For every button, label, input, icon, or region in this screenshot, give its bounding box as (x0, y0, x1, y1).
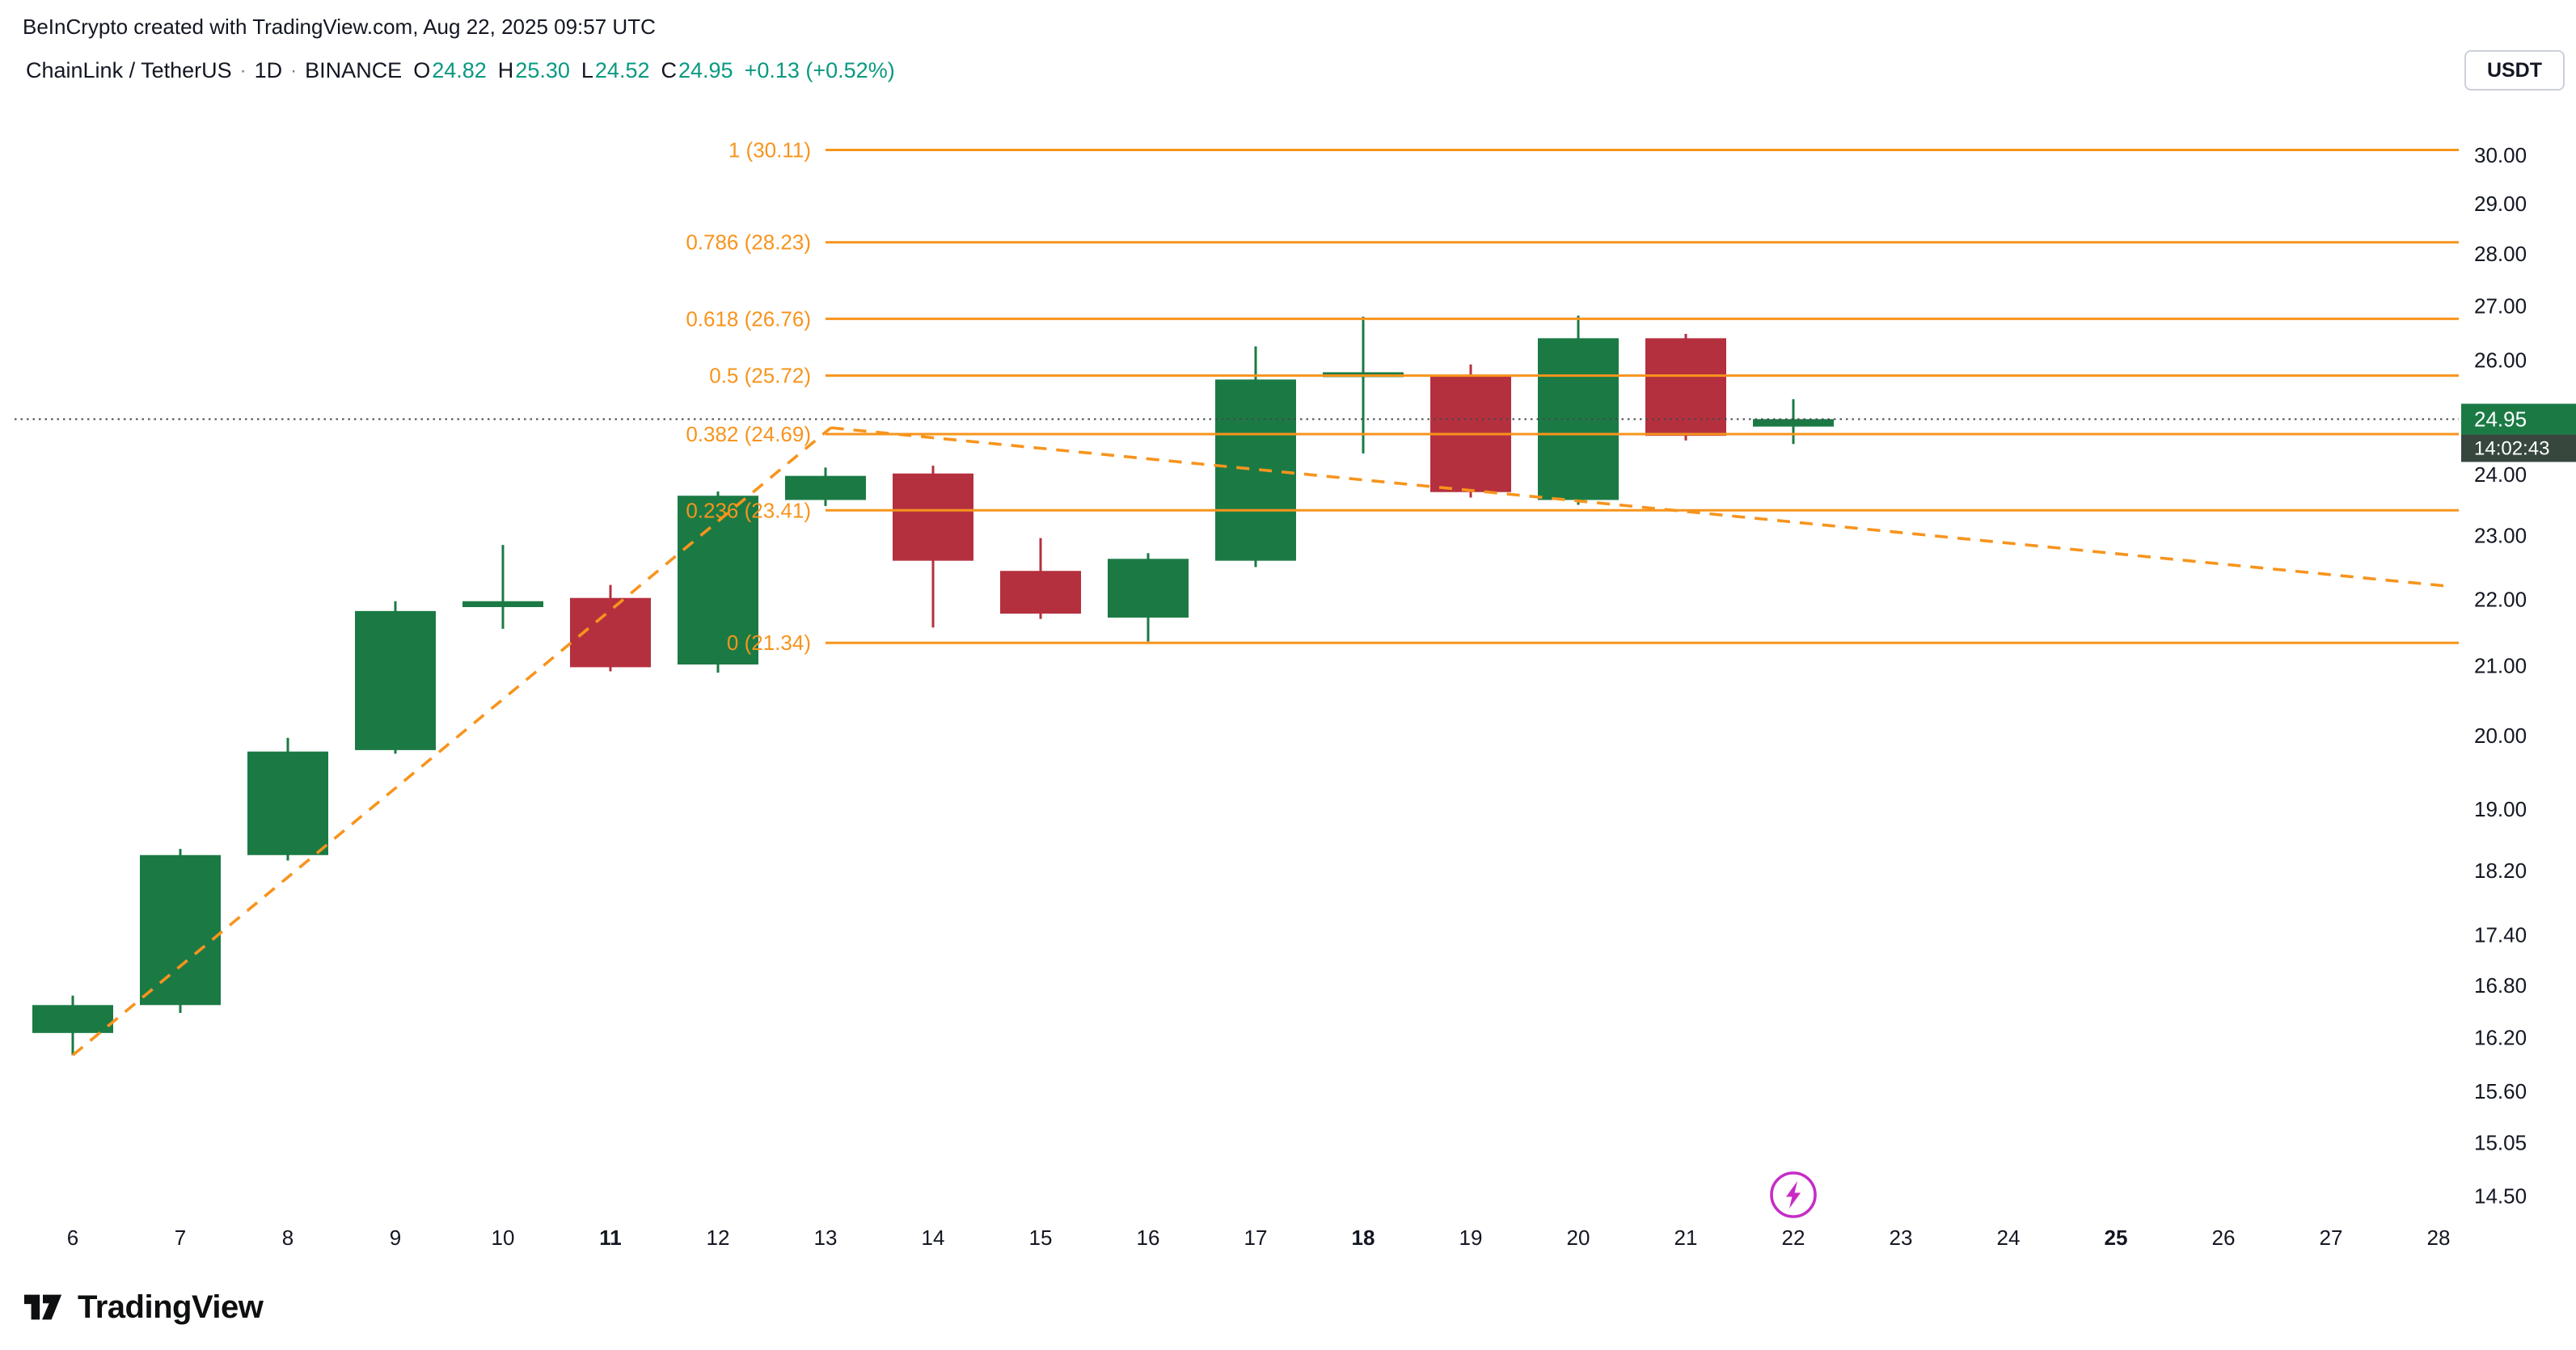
date-axis-label[interactable]: 24 (1997, 1226, 2021, 1250)
price-axis-label: 23.00 (2474, 524, 2527, 548)
timeframe[interactable]: 1D (254, 58, 283, 82)
date-axis-label[interactable]: 10 (492, 1226, 515, 1250)
price-axis-label: 18.20 (2474, 859, 2527, 883)
price-axis-label: 14.50 (2474, 1184, 2527, 1209)
candle-body[interactable] (462, 601, 543, 607)
price-axis-label: 22.00 (2474, 587, 2527, 611)
price-axis-label: 16.20 (2474, 1025, 2527, 1049)
price-axis-label: 16.80 (2474, 973, 2527, 998)
price-axis-label: 15.05 (2474, 1131, 2527, 1155)
fib-level-label: 0 (21.34) (727, 631, 811, 655)
date-axis-label[interactable]: 28 (2427, 1226, 2451, 1250)
candle-body[interactable] (1215, 379, 1296, 561)
legend-separator: · (290, 59, 298, 82)
candle-body[interactable] (1753, 419, 1834, 427)
candle-body[interactable] (140, 854, 221, 1006)
currency-toggle-button[interactable]: USDT (2464, 50, 2565, 91)
tradingview-logo-text: TradingView (78, 1289, 264, 1325)
candle-body[interactable] (32, 1005, 113, 1033)
ohlc-item: C24.95 (661, 58, 733, 82)
date-axis-label[interactable]: 12 (707, 1226, 730, 1250)
chart-legend: ChainLink / TetherUS · 1D · BINANCE O24.… (26, 58, 895, 83)
candle-body[interactable] (247, 751, 328, 855)
date-axis-label[interactable]: 27 (2320, 1226, 2343, 1250)
date-axis-label[interactable]: 9 (390, 1226, 401, 1250)
exchange-name[interactable]: BINANCE (305, 58, 403, 82)
price-axis-label: 26.00 (2474, 348, 2527, 372)
price-change: +0.13 (+0.52%) (744, 58, 895, 82)
trendline[interactable] (830, 426, 2450, 589)
date-axis-label[interactable]: 19 (1459, 1226, 1483, 1250)
ohlc-values: O24.82 H25.30 L24.52 C24.95 (402, 58, 733, 83)
candle-body[interactable] (355, 610, 436, 750)
date-axis-label[interactable]: 23 (1890, 1226, 1913, 1250)
candle-body[interactable] (1000, 571, 1081, 614)
countdown-badge (2461, 434, 2576, 462)
candle-body[interactable] (1645, 338, 1726, 437)
price-axis-label: 17.40 (2474, 923, 2527, 947)
last-price-badge-value: 24.95 (2474, 407, 2527, 431)
tradingview-logo-mark (23, 1294, 62, 1320)
candle-body[interactable] (1108, 559, 1189, 618)
tradingview-logo[interactable]: TradingView (21, 1287, 264, 1327)
date-axis-label[interactable]: 18 (1352, 1226, 1375, 1250)
date-axis-label[interactable]: 16 (1137, 1226, 1160, 1250)
date-axis-label[interactable]: 7 (175, 1226, 186, 1250)
symbol-name[interactable]: ChainLink / TetherUS (26, 58, 232, 82)
price-axis-label: 21.00 (2474, 654, 2527, 678)
legend-separator: · (239, 59, 247, 82)
fib-level-label: 1 (30.11) (728, 138, 811, 162)
candle-body[interactable] (678, 496, 758, 665)
trendline[interactable] (71, 426, 832, 1057)
date-axis-label[interactable]: 26 (2212, 1226, 2236, 1250)
date-axis-label[interactable]: 22 (1782, 1226, 1805, 1250)
date-axis-label[interactable]: 15 (1029, 1226, 1053, 1250)
price-axis-label: 19.00 (2474, 797, 2527, 821)
last-price-badge (2461, 403, 2576, 435)
price-axis-label: 30.00 (2474, 143, 2527, 167)
candle-body[interactable] (893, 473, 973, 561)
attribution-text: BeInCrypto created with TradingView.com,… (23, 15, 656, 39)
price-axis-label: 20.00 (2474, 724, 2527, 748)
date-axis-label[interactable]: 17 (1244, 1226, 1268, 1250)
date-axis-label[interactable]: 8 (282, 1226, 293, 1250)
fib-level-label: 0.236 (23.41) (686, 498, 811, 522)
price-axis-label: 27.00 (2474, 294, 2527, 319)
ohlc-item: L24.52 (581, 58, 650, 82)
date-axis-label[interactable]: 21 (1674, 1226, 1698, 1250)
price-axis-label: 28.00 (2474, 242, 2527, 266)
fib-level-label: 0.382 (24.69) (686, 422, 811, 446)
fib-level-label: 0.5 (25.72) (709, 364, 811, 388)
ohlc-item: O24.82 (413, 58, 487, 82)
price-axis-label: 15.60 (2474, 1079, 2527, 1103)
fib-level-label: 0.786 (28.23) (686, 230, 811, 255)
date-axis-label[interactable]: 6 (67, 1226, 78, 1250)
price-axis-label: 24.00 (2474, 462, 2527, 487)
countdown-value: 14:02:43 (2474, 437, 2549, 459)
date-axis-label[interactable]: 13 (814, 1226, 838, 1250)
ohlc-item: H25.30 (497, 58, 570, 82)
price-axis-label: 29.00 (2474, 192, 2527, 216)
date-axis-label[interactable]: 11 (599, 1226, 622, 1250)
date-axis-label[interactable]: 25 (2105, 1226, 2128, 1250)
fib-level-label: 0.618 (26.76) (686, 306, 811, 331)
event-lightning-bolt (1786, 1181, 1801, 1209)
date-axis-label[interactable]: 20 (1567, 1226, 1590, 1250)
date-axis-label[interactable]: 14 (922, 1226, 945, 1250)
candle-body[interactable] (785, 475, 866, 500)
